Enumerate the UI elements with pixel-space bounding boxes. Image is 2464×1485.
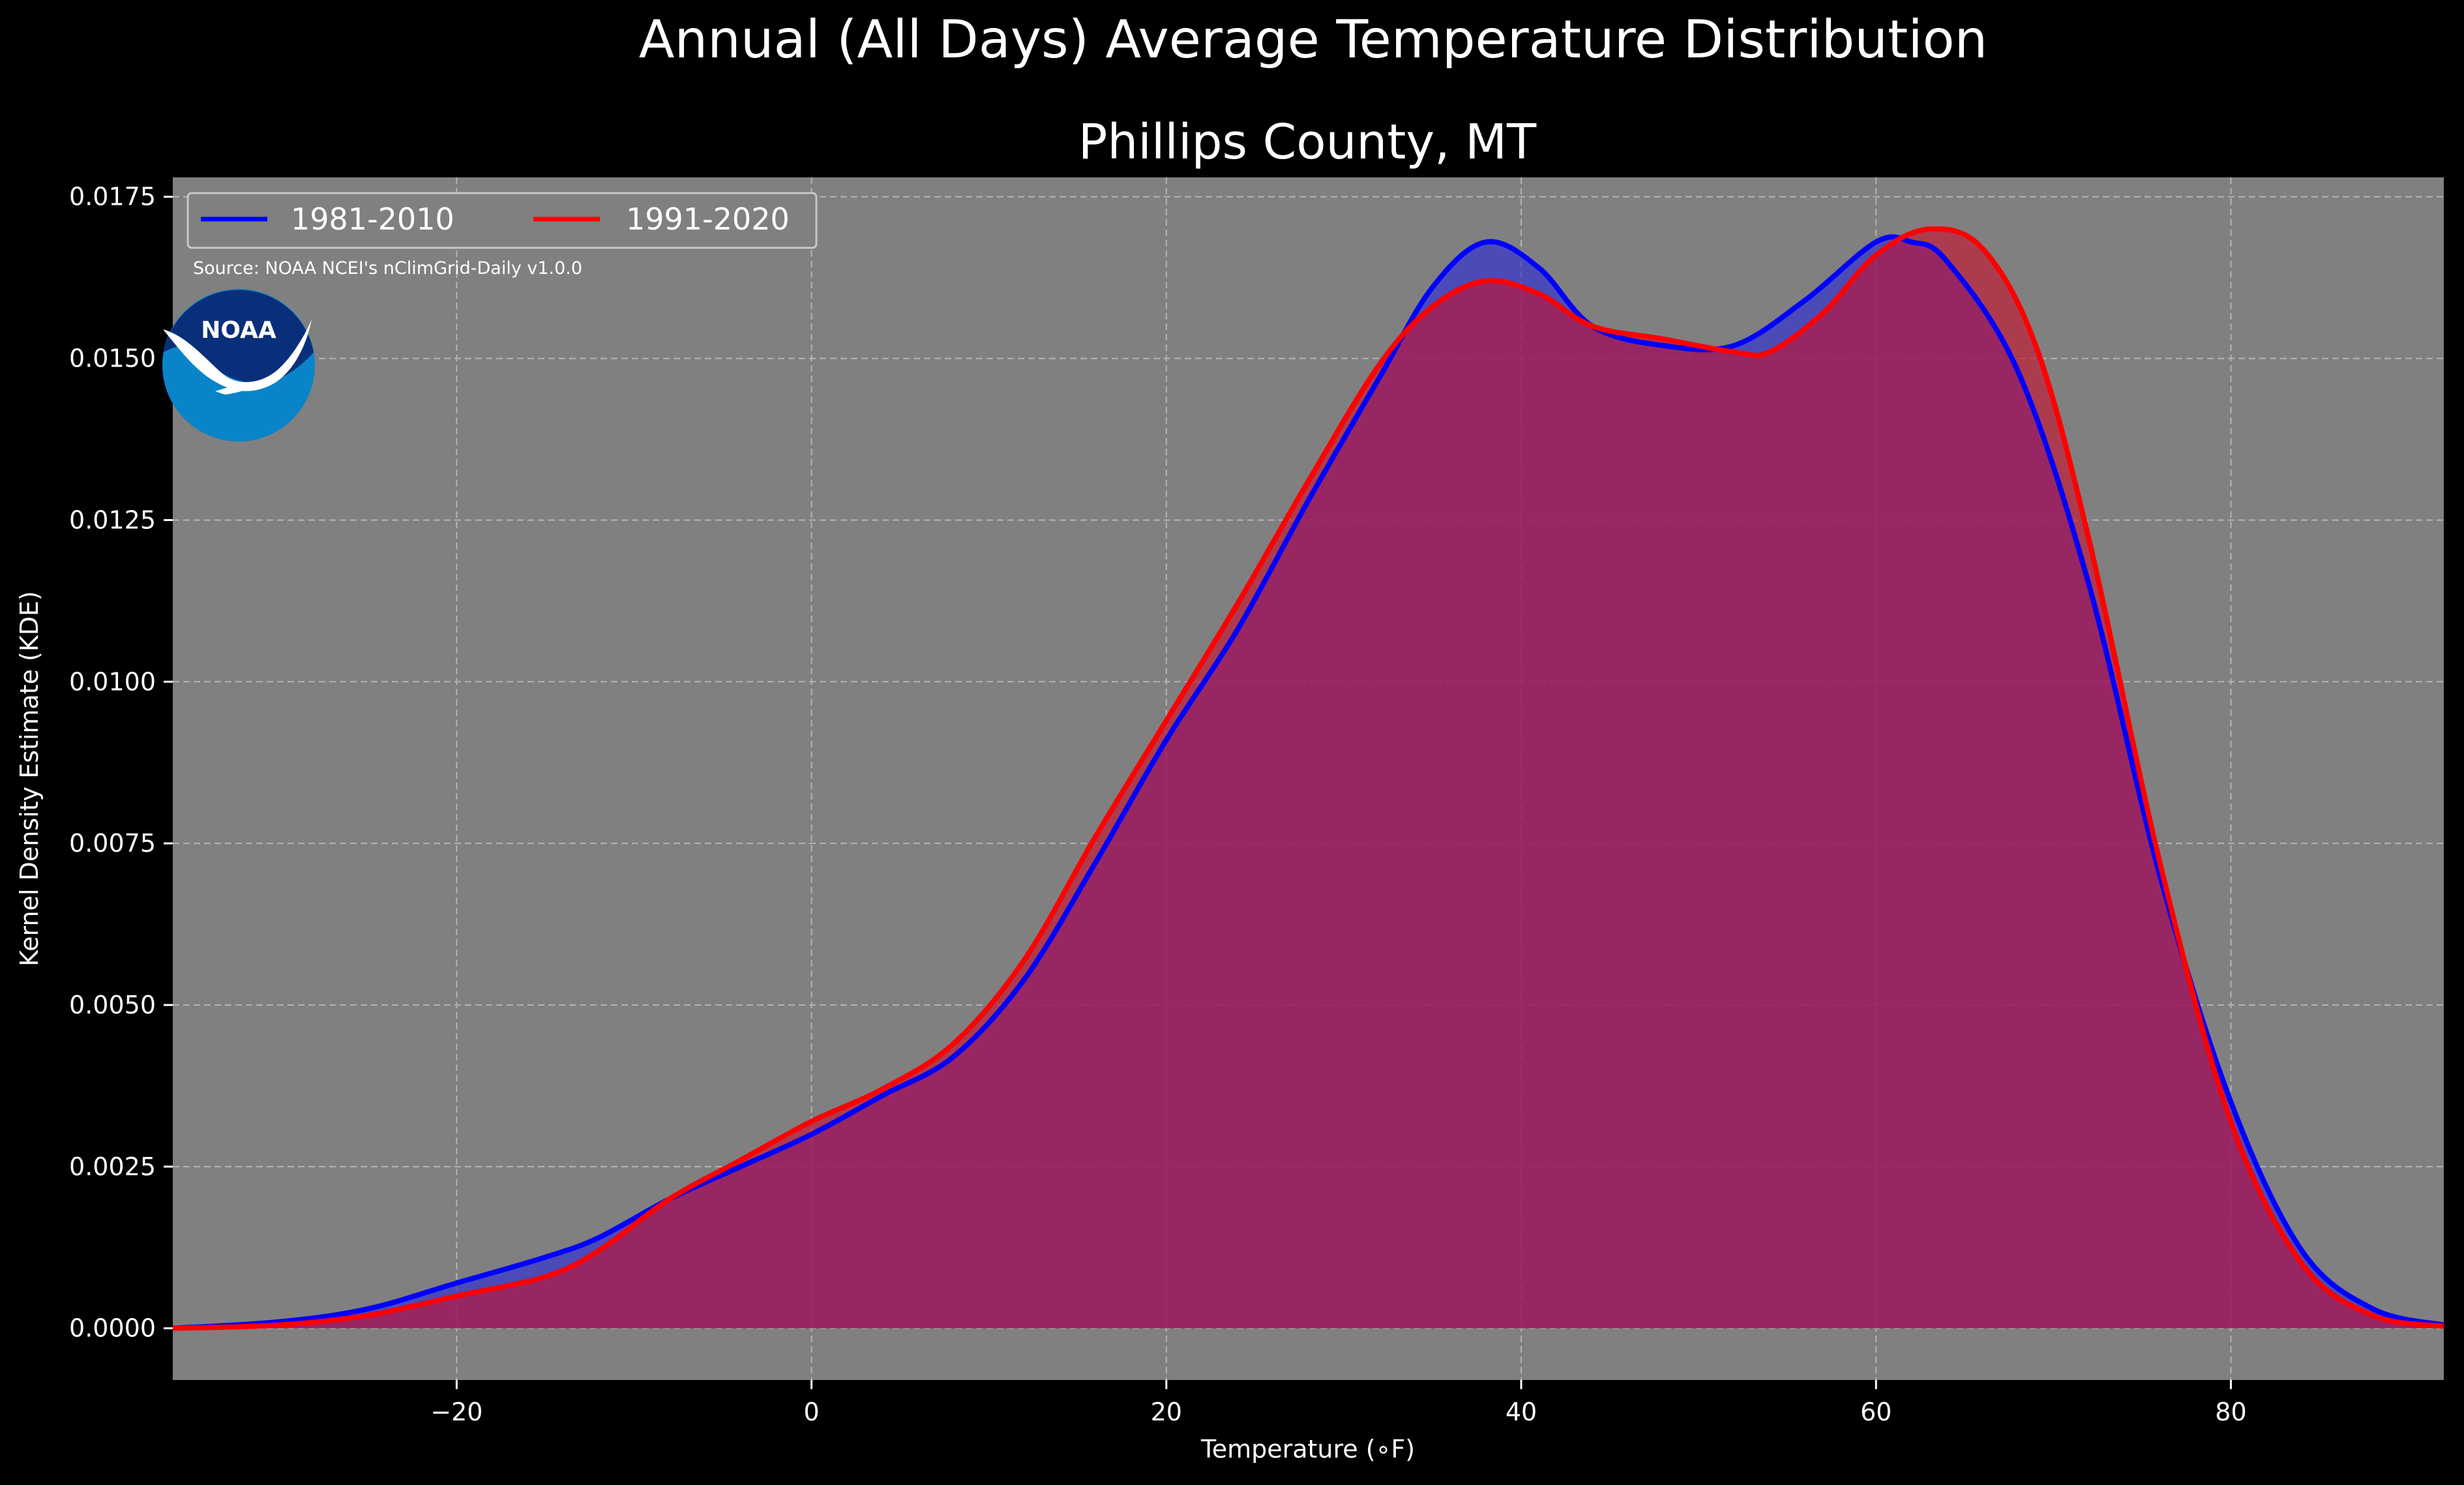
x-tick-label: 20 — [1151, 1398, 1182, 1426]
y-tick-label: 0.0100 — [69, 667, 156, 696]
noaa-logo: NOAA — [162, 289, 315, 442]
x-tick-label: 80 — [2215, 1398, 2246, 1426]
y-tick-label: 0.0025 — [69, 1152, 156, 1181]
noaa-logo-text: NOAA — [201, 317, 276, 344]
x-tick-label: −20 — [430, 1398, 482, 1426]
axis-ticks: −20 0 20 40 60 80 0.0000 0.0025 0.0050 0.0075 0.01… — [69, 183, 2247, 1426]
x-tick-label: 40 — [1506, 1398, 1537, 1426]
y-tick-label: 0.0125 — [69, 505, 156, 534]
y-tick-label: 0.0075 — [69, 829, 156, 858]
legend: 1981-2010 1991-2020 — [186, 192, 818, 249]
x-tick-label: 60 — [1860, 1398, 1892, 1426]
y-tick-label: 0.0050 — [69, 991, 156, 1019]
x-tick-label: 0 — [804, 1398, 820, 1426]
legend-label-1991-2020: 1991-2020 — [626, 202, 790, 237]
chart-title: Annual (All Days) Average Temperature Di… — [639, 9, 1987, 70]
chart-subtitle: Phillips County, MT — [1078, 114, 1537, 170]
series-fill-1991-2020 — [173, 228, 2444, 1328]
legend-label-1981-2010: 1981-2010 — [291, 202, 454, 237]
x-axis-label: Temperature (∘F) — [1200, 1435, 1415, 1463]
y-tick-label: 0.0175 — [69, 183, 156, 211]
y-tick-label: 0.0150 — [69, 344, 156, 373]
y-axis-label: Kernel Density Estimate (KDE) — [15, 591, 44, 967]
series-layer — [173, 226, 2444, 1331]
y-tick-label: 0.0000 — [69, 1314, 156, 1343]
legend-box — [186, 192, 818, 249]
series-line-1991-2020 — [173, 226, 2444, 1331]
source-note: Source: NOAA NCEI's nClimGrid-Daily v1.0… — [193, 258, 582, 278]
